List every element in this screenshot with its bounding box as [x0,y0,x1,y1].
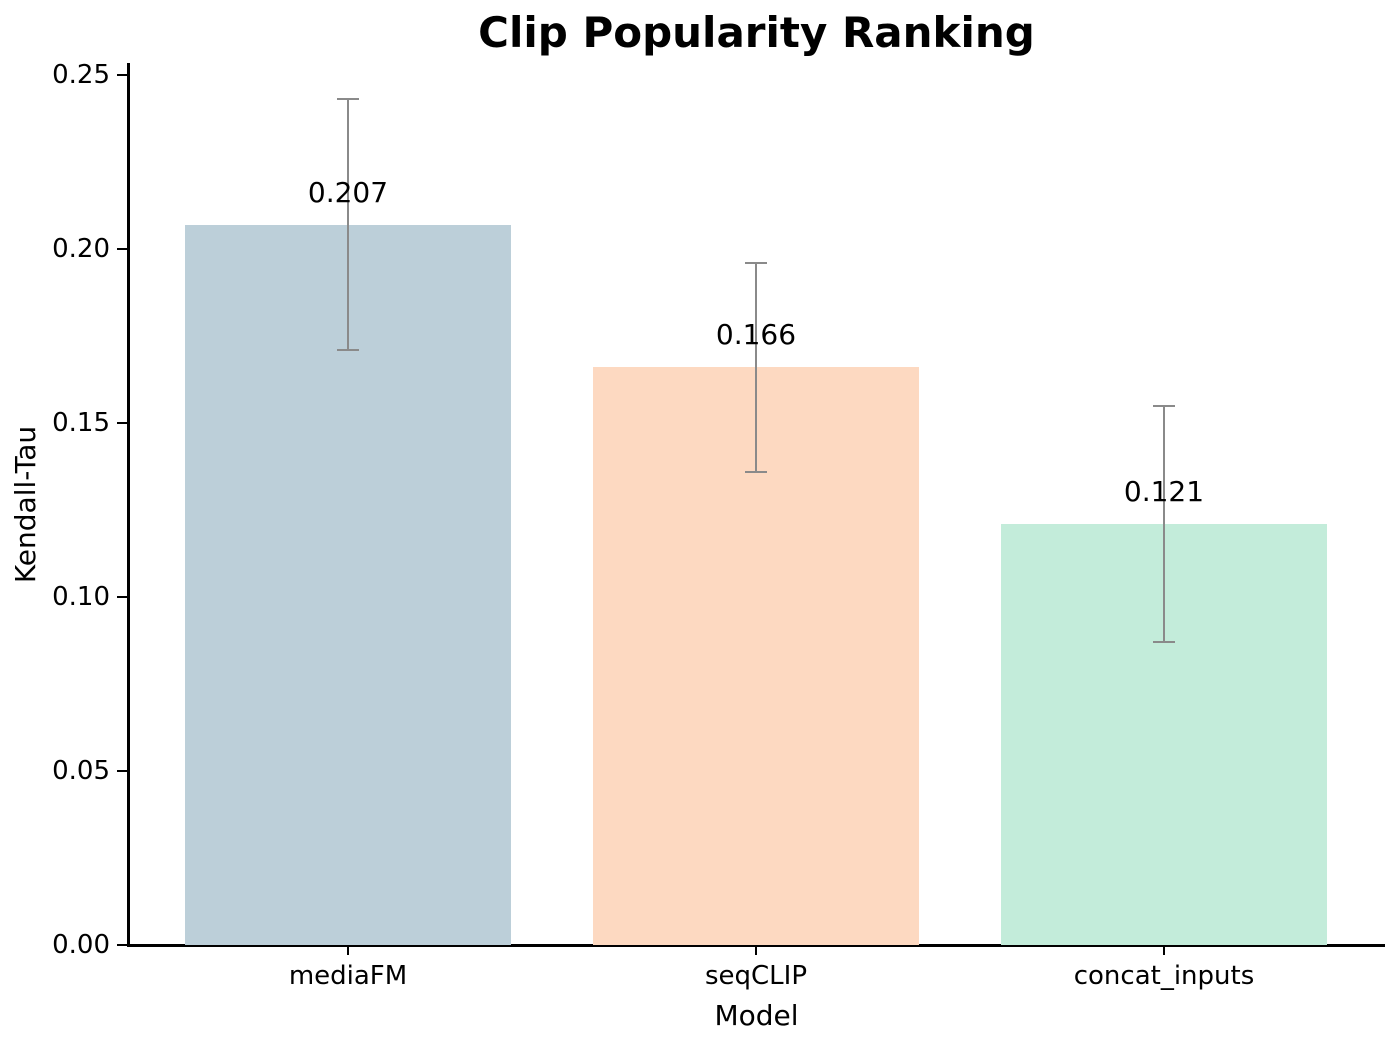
error-bar-cap [337,348,359,351]
y-axis-label-text: Kendall-Tau [9,425,43,583]
y-tick-label: 0.10 [52,582,110,612]
plot-area: Model 0.00 0.05 0.10 0.15 0.20 0.25 0.207 media… [52,60,1385,1032]
y-tick [117,596,128,598]
y-tick-label: 0.15 [52,408,110,438]
left-spine [127,63,130,947]
y-tick [117,74,128,76]
error-bar-cap [1153,641,1175,644]
error-bar-line [755,262,757,472]
x-tick-label: mediaFM [288,961,408,991]
chart-title: Clip Popularity Ranking [478,8,1035,57]
y-tick [117,248,128,250]
error-bar-cap [745,261,767,264]
bar-value-label: 0.166 [715,318,797,352]
error-bar-cap [337,98,359,101]
error-bar-cap [1153,404,1175,407]
y-tick-label: 0.20 [52,234,110,264]
bar-value-label: 0.121 [1123,474,1205,508]
y-tick-label: 0.25 [52,60,110,90]
bar-value-label: 0.207 [307,175,389,209]
error-bar-cap [745,470,767,473]
x-tick-label: seqCLIP [704,961,808,991]
x-tick-label: concat_inputs [1073,961,1255,991]
y-tick-label: 0.05 [52,756,110,786]
x-tick [347,945,349,955]
y-tick [117,944,128,946]
y-tick-label: 0.00 [52,930,110,960]
error-bar-line [347,99,349,350]
y-tick [117,770,128,772]
x-tick [1163,945,1165,955]
x-axis-label: Model [714,999,799,1032]
x-tick [755,945,757,955]
y-tick [117,422,128,424]
error-bar-line [1163,405,1165,643]
y-axis-label: Kendall-Tau [4,63,48,945]
